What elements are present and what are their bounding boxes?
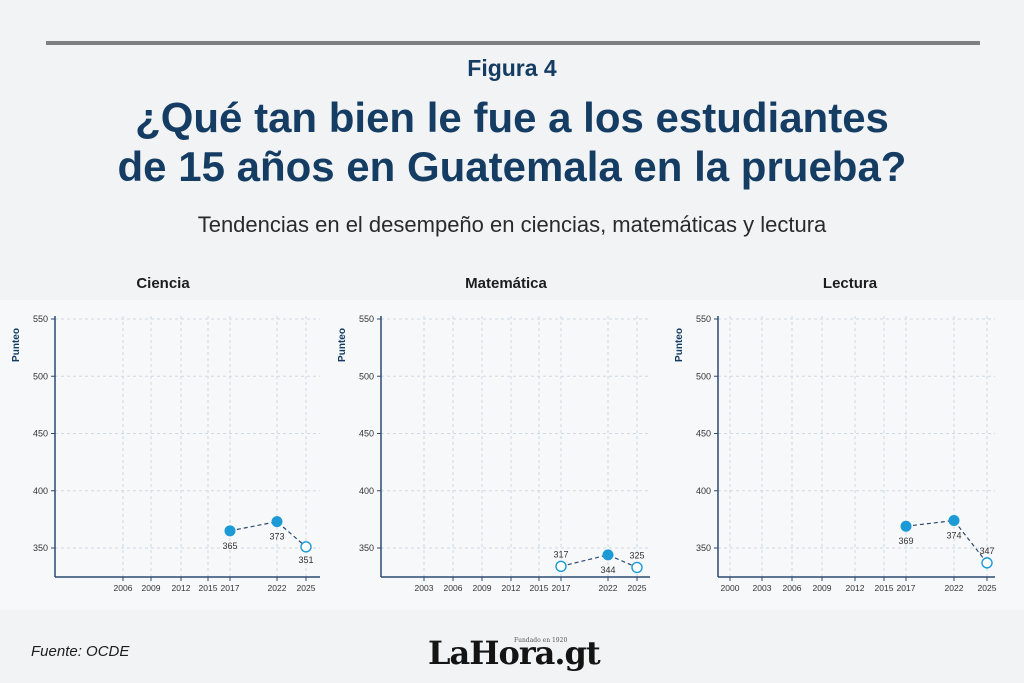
series-line xyxy=(905,519,988,564)
data-point xyxy=(271,516,283,528)
source-note: Fuente: OCDE xyxy=(31,643,130,660)
charts-background xyxy=(0,300,1024,610)
brand-logo: LaHora.gt xyxy=(428,634,601,672)
x-tick-label: 2025 xyxy=(978,583,997,593)
data-point xyxy=(224,525,236,537)
y-tick-label: 450 xyxy=(33,429,48,439)
title-line-2: de 15 años en Guatemala en la prueba? xyxy=(117,143,907,190)
x-tick-label: 2003 xyxy=(415,583,434,593)
y-tick-label: 350 xyxy=(696,543,711,553)
data-label: 365 xyxy=(222,541,237,551)
data-label: 344 xyxy=(600,565,615,575)
x-tick-label: 2025 xyxy=(628,583,647,593)
page-title: ¿Qué tan bien le fue a los estudiantes d… xyxy=(0,93,1024,191)
panel-title-lectura: Lectura xyxy=(822,275,878,292)
data-point xyxy=(981,557,993,569)
x-tick-label: 2003 xyxy=(753,583,772,593)
x-tick-label: 2012 xyxy=(846,583,865,593)
x-tick-label: 2022 xyxy=(599,583,618,593)
y-tick-label: 500 xyxy=(696,371,711,381)
y-tick-label: 450 xyxy=(359,429,374,439)
subtitle: Tendencias en el desempeño en ciencias, … xyxy=(197,212,827,237)
data-label: 325 xyxy=(629,550,644,560)
y-axis-label: Punteo xyxy=(11,328,22,362)
data-label: 374 xyxy=(946,531,961,541)
x-tick-label: 2017 xyxy=(552,583,571,593)
y-axis-label: Punteo xyxy=(337,328,348,362)
x-tick-label: 2009 xyxy=(813,583,832,593)
x-tick-label: 2022 xyxy=(945,583,964,593)
x-tick-label: 2017 xyxy=(221,583,240,593)
brand-logo-tagline: Fundado en 1920 xyxy=(514,637,568,644)
x-tick-label: 2000 xyxy=(721,583,740,593)
x-tick-label: 2012 xyxy=(502,583,521,593)
y-tick-label: 550 xyxy=(696,314,711,324)
data-label: 373 xyxy=(269,532,284,542)
data-point xyxy=(300,541,312,553)
x-tick-label: 2015 xyxy=(530,583,549,593)
data-label: 369 xyxy=(898,536,913,546)
y-tick-label: 550 xyxy=(359,314,374,324)
y-axis-label: Punteo xyxy=(674,328,685,362)
title-line-1: ¿Qué tan bien le fue a los estudiantes xyxy=(135,94,889,141)
x-tick-label: 2015 xyxy=(199,583,218,593)
data-label: 317 xyxy=(553,549,568,559)
figure-label: Figura 4 xyxy=(467,55,557,81)
x-tick-label: 2025 xyxy=(297,583,316,593)
panel-title-matematica: Matemática xyxy=(465,275,547,292)
data-point xyxy=(900,520,912,532)
y-tick-label: 400 xyxy=(359,486,374,496)
top-rule xyxy=(46,41,980,45)
y-tick-label: 500 xyxy=(359,371,374,381)
x-tick-label: 2006 xyxy=(114,583,133,593)
data-point xyxy=(948,515,960,527)
x-tick-label: 2006 xyxy=(444,583,463,593)
data-point xyxy=(602,549,614,561)
x-tick-label: 2017 xyxy=(897,583,916,593)
series-line xyxy=(560,554,638,569)
x-tick-label: 2012 xyxy=(172,583,191,593)
y-tick-label: 550 xyxy=(33,314,48,324)
x-tick-label: 2022 xyxy=(268,583,287,593)
y-tick-label: 350 xyxy=(359,543,374,553)
y-tick-label: 450 xyxy=(696,429,711,439)
data-point xyxy=(555,560,567,573)
y-tick-label: 500 xyxy=(33,371,48,381)
y-tick-label: 400 xyxy=(33,486,48,496)
x-tick-label: 2009 xyxy=(142,583,161,593)
data-point xyxy=(631,561,643,574)
y-tick-label: 400 xyxy=(696,486,711,496)
data-label: 347 xyxy=(979,546,994,556)
x-tick-label: 2015 xyxy=(875,583,894,593)
x-tick-label: 2006 xyxy=(783,583,802,593)
data-label: 351 xyxy=(298,555,313,565)
series-line xyxy=(229,521,307,548)
y-tick-label: 350 xyxy=(33,543,48,553)
panel-title-ciencia: Ciencia xyxy=(136,275,190,292)
x-tick-label: 2009 xyxy=(473,583,492,593)
